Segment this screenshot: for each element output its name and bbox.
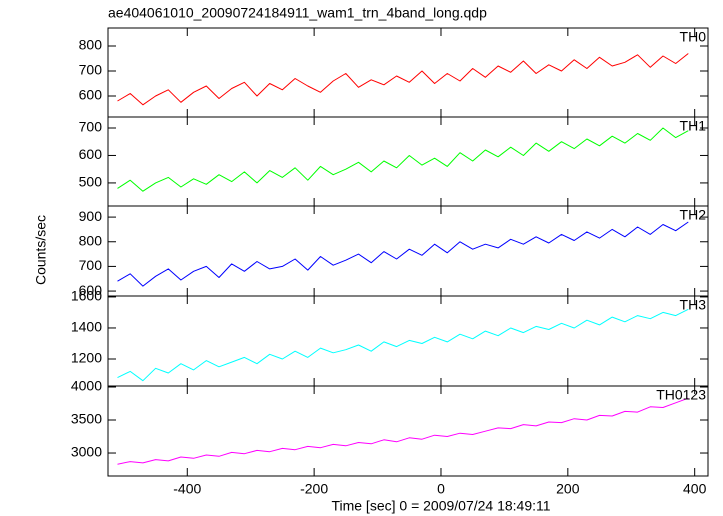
panel-frame [107,385,709,477]
series-label: TH1 [680,118,707,134]
x-tick-label: -400 [173,481,201,497]
x-tick-label: 0 [437,481,445,497]
panel-frame [107,27,709,118]
y-tick-label: 4000 [71,378,102,394]
y-tick-label: 600 [79,146,103,162]
y-tick-label: 800 [79,232,103,248]
x-tick-label: -200 [300,481,328,497]
y-tick-label: 3500 [71,411,102,427]
y-tick-label: 800 [79,37,103,53]
x-tick-label: 200 [556,481,580,497]
y-tick-label: 1600 [71,288,102,304]
y-tick-label: 700 [79,119,103,135]
data-line [117,127,689,192]
x-axis-label: Time [sec] 0 = 2009/07/24 18:49:11 [331,498,550,514]
y-tick-label: 1400 [71,319,102,335]
y-tick-label: 700 [79,257,103,273]
y-tick-label: 1200 [71,350,102,366]
y-tick-label: 700 [79,62,103,78]
series-label: TH0123 [656,387,706,403]
y-tick-label: 900 [79,208,103,224]
data-line [117,53,689,106]
x-tick-label: 400 [683,481,707,497]
series-label: TH0 [680,29,707,45]
data-line [117,221,689,287]
panel-frame [107,116,709,207]
y-tick-label: 600 [79,282,103,298]
y-axis-label: Counts/sec [33,215,49,285]
chart-title: ae404061010_20090724184911_wam1_trn_4ban… [108,5,487,21]
y-tick-label: 600 [79,87,103,103]
y-tick-label: 500 [79,174,103,190]
series-label: TH3 [680,297,707,313]
data-line [117,397,689,465]
series-label: TH2 [680,207,707,223]
data-line [117,308,689,382]
panel-frame [107,205,709,297]
y-tick-label: 3000 [71,444,102,460]
